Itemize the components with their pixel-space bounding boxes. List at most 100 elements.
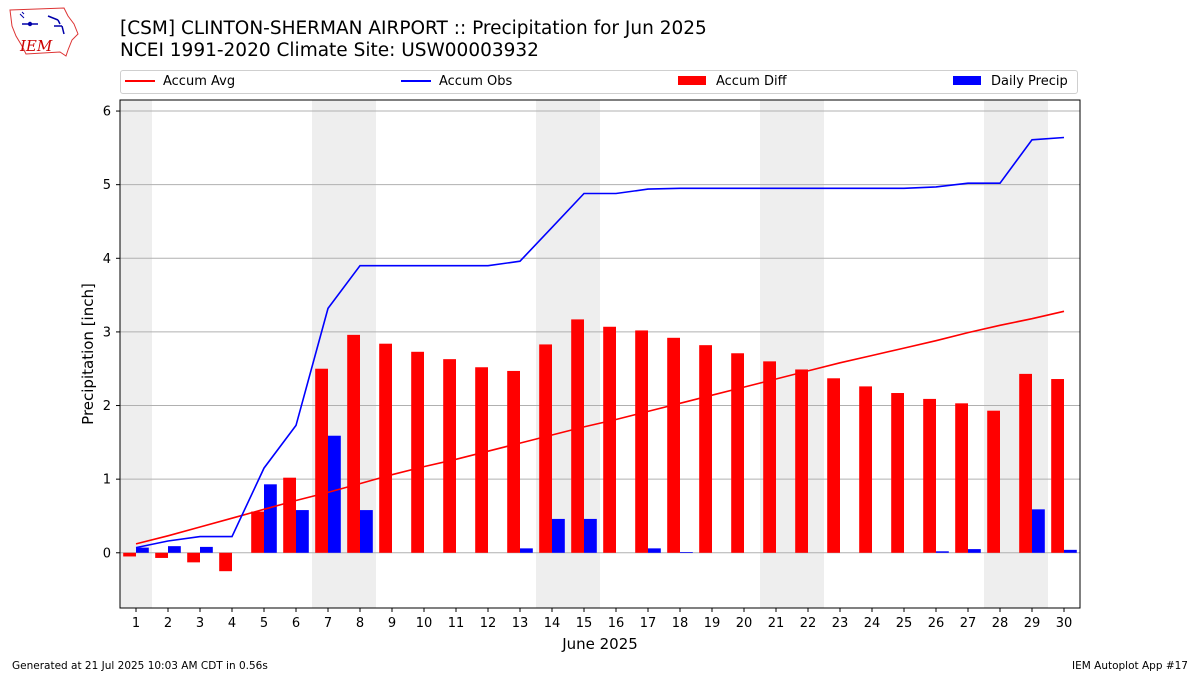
legend-label: Daily Precip <box>991 74 1068 89</box>
bar-daily-precip <box>648 548 661 553</box>
bar-accum-diff <box>315 368 328 553</box>
x-tick-label: 11 <box>448 616 465 631</box>
chart-title: [CSM] CLINTON-SHERMAN AIRPORT :: Precipi… <box>120 18 707 39</box>
bar-accum-diff <box>1019 373 1032 553</box>
bar-accum-diff <box>571 319 584 553</box>
x-tick-label: 27 <box>960 616 977 631</box>
x-tick-label: 13 <box>512 616 529 631</box>
bar-daily-precip <box>584 518 597 553</box>
x-tick-label: 12 <box>480 616 497 631</box>
y-tick-label: 3 <box>103 325 111 340</box>
bar-accum-diff <box>731 353 744 553</box>
legend-swatch-accum-obs <box>401 79 431 82</box>
x-tick-label: 29 <box>1024 616 1041 631</box>
bar-accum-diff <box>251 511 264 553</box>
legend-swatch-accum-avg <box>125 79 155 82</box>
y-tick-label: 4 <box>103 252 111 267</box>
bar-accum-diff <box>1051 379 1064 553</box>
bar-daily-precip <box>520 548 533 553</box>
bar-daily-precip <box>360 510 373 553</box>
bar-accum-diff <box>123 552 136 557</box>
legend-item-daily-precip: Daily Precip <box>953 74 1068 90</box>
x-tick-label: 1 <box>132 616 140 631</box>
x-tick-label: 6 <box>292 616 300 631</box>
bar-accum-diff <box>187 552 200 563</box>
x-tick-label: 7 <box>324 616 332 631</box>
bar-accum-diff <box>539 344 552 553</box>
x-axis-label: June 2025 <box>561 635 638 653</box>
bar-accum-diff <box>859 386 872 553</box>
bar-daily-precip <box>968 549 981 553</box>
x-tick-label: 2 <box>164 616 172 631</box>
bar-daily-precip <box>936 551 949 553</box>
weekend-shade <box>120 100 152 608</box>
logo-text: IEM <box>19 37 53 55</box>
y-tick-label: 2 <box>103 399 111 414</box>
bar-accum-diff <box>955 403 968 553</box>
bar-accum-diff <box>443 359 456 553</box>
line-accum-obs <box>135 136 1065 549</box>
legend-item-accum-avg: Accum Avg <box>125 74 235 90</box>
bar-accum-diff <box>507 370 520 553</box>
x-tick-label: 19 <box>704 616 721 631</box>
legend-label: Accum Avg <box>163 74 236 89</box>
y-tick-label: 5 <box>103 178 111 193</box>
bar-accum-diff <box>795 369 808 553</box>
x-tick-label: 3 <box>196 616 204 631</box>
bar-accum-diff <box>891 393 904 553</box>
y-tick-label: 0 <box>103 546 111 561</box>
line-accum-avg <box>135 310 1065 545</box>
x-tick-label: 5 <box>260 616 268 631</box>
x-tick-label: 17 <box>640 616 657 631</box>
bar-daily-precip <box>1064 549 1077 553</box>
bar-daily-precip <box>680 552 693 553</box>
x-tick-label: 18 <box>672 616 689 631</box>
bar-daily-precip <box>168 546 181 553</box>
x-tick-label: 25 <box>896 616 913 631</box>
x-tick-label: 8 <box>356 616 364 631</box>
x-tick-label: 9 <box>388 616 396 631</box>
bar-accum-diff <box>699 345 712 553</box>
legend-label: Accum Obs <box>439 74 513 89</box>
y-tick-label: 6 <box>103 105 111 120</box>
bar-accum-diff <box>347 334 360 553</box>
x-tick-label: 30 <box>1056 616 1073 631</box>
autoplot-app-label: IEM Autoplot App #17 <box>1072 660 1188 672</box>
bar-accum-diff <box>219 552 232 572</box>
bar-daily-precip <box>328 435 341 553</box>
chart-legend: Accum Avg Accum Obs Accum Diff Daily Pre… <box>120 70 1078 94</box>
bar-accum-diff <box>379 343 392 553</box>
legend-label: Accum Diff <box>716 74 787 89</box>
x-tick-label: 10 <box>416 616 433 631</box>
legend-swatch-accum-diff <box>678 76 706 85</box>
x-tick-label: 4 <box>228 616 236 631</box>
x-tick-label: 23 <box>832 616 849 631</box>
bar-accum-diff <box>827 378 840 553</box>
y-axis-label: Precipitation [inch] <box>79 283 97 425</box>
x-tick-label: 16 <box>608 616 625 631</box>
bar-accum-diff <box>155 552 168 558</box>
bar-accum-diff <box>923 398 936 553</box>
bar-accum-diff <box>283 477 296 553</box>
bar-daily-precip <box>1032 509 1045 553</box>
bar-accum-diff <box>411 351 424 553</box>
legend-item-accum-diff: Accum Diff <box>678 74 787 90</box>
bar-accum-diff <box>667 337 680 553</box>
bar-daily-precip <box>552 518 565 553</box>
x-tick-label: 26 <box>928 616 945 631</box>
bar-daily-precip <box>200 546 213 553</box>
plot-frame <box>119 99 1081 609</box>
x-tick-label: 14 <box>544 616 561 631</box>
x-tick-label: 28 <box>992 616 1009 631</box>
x-tick-label: 20 <box>736 616 753 631</box>
bar-daily-precip <box>264 484 277 553</box>
iem-logo-icon: IEM <box>9 7 79 57</box>
bar-daily-precip <box>136 547 149 553</box>
chart-subtitle: NCEI 1991-2020 Climate Site: USW00003932 <box>120 40 539 61</box>
x-tick-label: 24 <box>864 616 881 631</box>
generated-timestamp: Generated at 21 Jul 2025 10:03 AM CDT in… <box>12 660 268 672</box>
bar-daily-precip <box>296 510 309 553</box>
bar-accum-diff <box>763 361 776 553</box>
y-tick-label: 1 <box>103 473 111 488</box>
